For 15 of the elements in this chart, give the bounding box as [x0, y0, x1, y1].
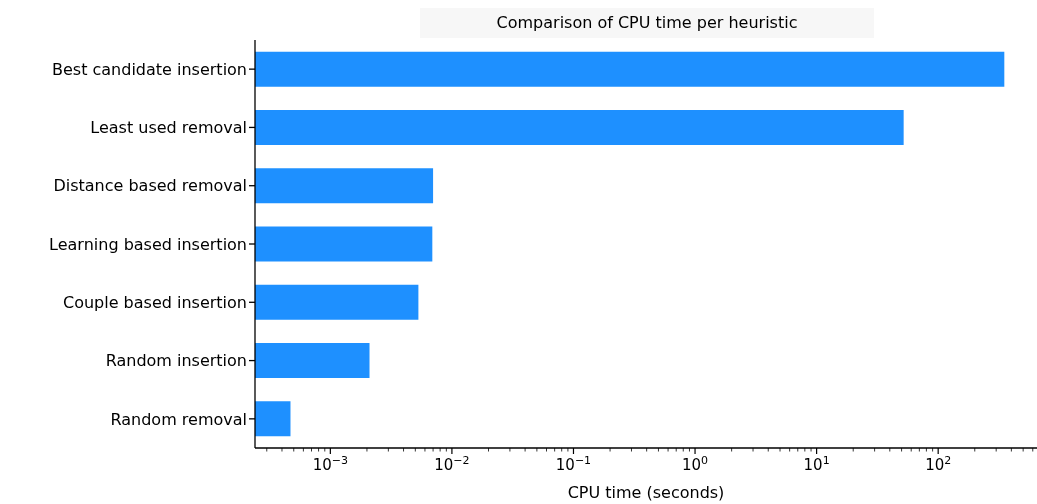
x-tick-label: 10$^{0}$	[682, 453, 709, 474]
x-tick-label: 10$^{−3}$	[312, 453, 348, 474]
y-tick-label: Couple based insertion	[62, 292, 247, 312]
y-tick-label: Random removal	[110, 409, 247, 429]
y-tick-label: Learning based insertion	[49, 234, 247, 254]
x-tick-label: 10$^{2}$	[925, 453, 952, 474]
y-tick-label: Distance based removal	[53, 176, 247, 196]
x-tick-label: 10$^{1}$	[803, 453, 830, 474]
x-axis-title: CPU time (seconds)	[567, 483, 725, 502]
y-tick-label: Least used removal	[90, 118, 247, 138]
y-tick-label: Best candidate insertion	[51, 59, 247, 79]
chart-title: Comparison of CPU time per heuristic	[420, 8, 874, 38]
y-tick-label: Random insertion	[105, 351, 247, 371]
x-tick-label: 10$^{−2}$	[434, 453, 470, 474]
x-tick-label: 10$^{−1}$	[555, 453, 592, 474]
